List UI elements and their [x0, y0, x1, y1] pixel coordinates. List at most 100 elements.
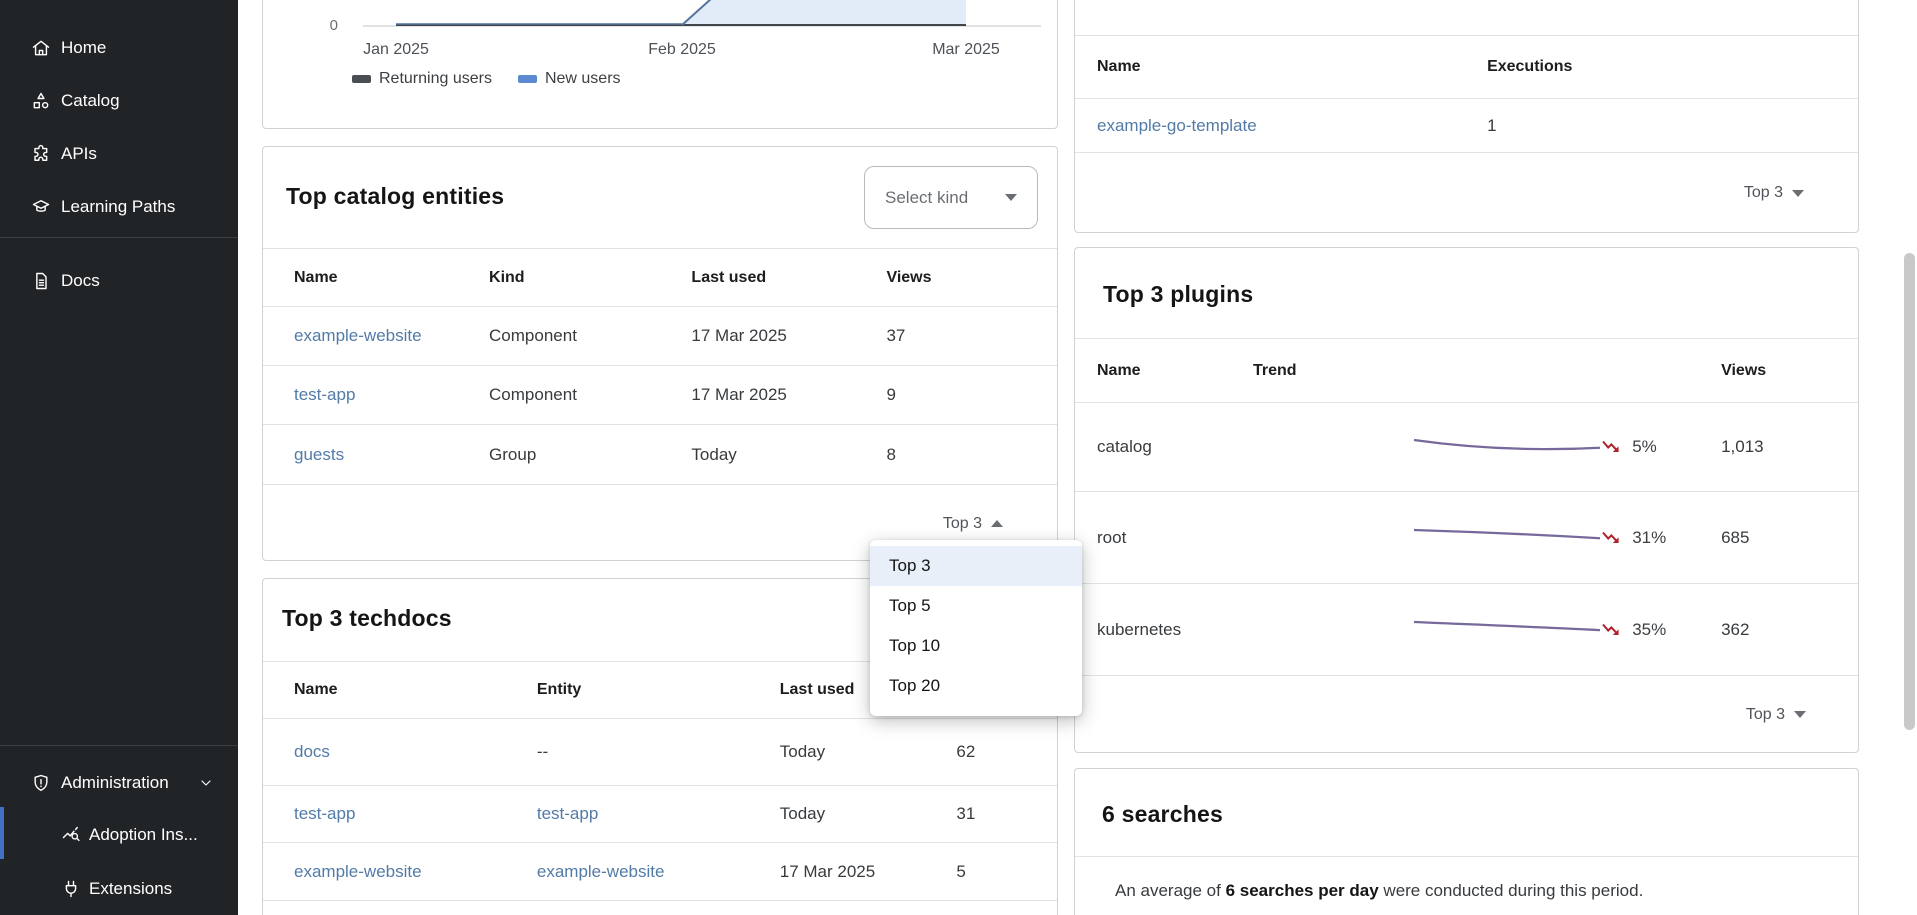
x-axis-label: Mar 2025 — [932, 41, 1000, 58]
caret-down-icon — [1794, 711, 1806, 718]
menu-item-top-5[interactable]: Top 5 — [889, 596, 931, 615]
table-row: example-website Component 17 Mar 2025 37 — [263, 307, 1057, 366]
sidebar-item-label: Adoption Ins... — [89, 825, 198, 844]
template-link[interactable]: example-go-template — [1097, 115, 1257, 135]
trending-down-icon — [1602, 623, 1619, 635]
table-header: Name Executions — [1075, 35, 1858, 99]
y-axis-tick: 0 — [329, 17, 338, 34]
sidebar-item-docs[interactable]: Docs — [0, 261, 238, 301]
entity-link[interactable]: test-app — [294, 385, 356, 404]
menu-item-top-10[interactable]: Top 10 — [889, 636, 941, 655]
entity-link[interactable]: example-website — [294, 326, 422, 345]
trending-down-icon — [1602, 440, 1619, 452]
searches-card: 6 searches An average of 6 searches per … — [1074, 768, 1859, 915]
home-icon — [31, 38, 51, 58]
sidebar-item-label: Learning Paths — [61, 197, 176, 216]
table-row: docs -- Today 62 — [263, 719, 1057, 786]
docs-icon — [31, 271, 51, 291]
select-kind-placeholder: Select kind — [885, 187, 969, 207]
table-row: example-website example-website 17 Mar 2… — [263, 843, 1057, 901]
table-row: guests Group Today 8 — [263, 425, 1057, 485]
trend-percent: 35% — [1632, 619, 1667, 639]
column-header-last-used: Last used — [691, 268, 767, 286]
sidebar-item-catalog[interactable]: Catalog — [0, 81, 238, 121]
column-header-trend: Trend — [1253, 361, 1297, 379]
column-header-last-used: Last used — [779, 681, 855, 698]
menu-item-top-3[interactable]: Top 3 — [870, 546, 1082, 586]
card-title: Top 3 plugins — [1103, 281, 1254, 307]
sidebar-item-label: Home — [61, 38, 107, 57]
apis-icon — [31, 144, 51, 164]
entity-link[interactable]: guests — [294, 444, 345, 464]
card-title: 6 searches — [1102, 801, 1223, 827]
administration-icon — [31, 773, 51, 793]
trend-percent: 5% — [1632, 437, 1657, 456]
select-kind-dropdown[interactable]: Select kind — [864, 166, 1038, 229]
caret-down-icon — [1792, 189, 1804, 197]
x-axis-label: Jan 2025 — [363, 41, 429, 58]
trending-down-icon — [1602, 531, 1619, 543]
column-header-name: Name — [294, 268, 338, 286]
sidebar-item-adoption-insights[interactable]: Adoption Ins... — [0, 815, 238, 855]
sidebar-item-apis[interactable]: APIs — [0, 134, 238, 174]
legend-swatch-returning — [352, 75, 371, 83]
x-axis-label: Feb 2025 — [648, 41, 716, 58]
views-value: 362 — [1721, 619, 1750, 639]
top-plugins-card: Top 3 plugins Name Trend Views catalog 5… — [1074, 247, 1859, 753]
entity-link[interactable]: example-website — [536, 861, 665, 881]
card-title: Top catalog entities — [286, 183, 505, 209]
active-item-indicator — [0, 807, 4, 859]
column-header-entity: Entity — [536, 681, 582, 698]
sidebar-divider — [0, 237, 238, 238]
sidebar-item-extensions[interactable]: Extensions — [0, 869, 238, 909]
table-header: Name Entity Last used — [263, 661, 1057, 719]
divider — [1075, 856, 1858, 857]
table-footer: Top 3 — [263, 485, 1057, 560]
top-templates-card: Top templates Name Executions example-go… — [1074, 0, 1859, 233]
top-catalog-entities-card: Top catalog entities Select kind Name Ki… — [262, 146, 1058, 561]
sidebar-item-learning-paths[interactable]: Learning Paths — [0, 187, 238, 227]
techdoc-link[interactable]: docs — [294, 742, 330, 761]
scrollbar-thumb[interactable] — [1904, 253, 1915, 730]
table-header: Name Trend Views — [1075, 338, 1858, 403]
legend-item-returning-users: Returning users — [352, 70, 492, 88]
table-row: test-app test-app Today 31 — [263, 786, 1057, 843]
legend-swatch-new — [517, 75, 537, 83]
top-n-selector[interactable]: Top 3 — [1746, 706, 1806, 724]
card-title: Top 3 techdocs — [282, 605, 452, 631]
techdoc-link[interactable]: test-app — [294, 804, 356, 823]
sidebar-item-administration[interactable]: Administration — [0, 763, 238, 803]
trend-sparkline — [1413, 620, 1601, 631]
views-value: 5 — [956, 861, 966, 881]
table-row: example-go-template 1 — [1075, 99, 1858, 153]
entity-link[interactable]: test-app — [536, 804, 599, 823]
executions-value: 1 — [1487, 115, 1497, 135]
sidebar-item-home[interactable]: Home — [0, 28, 238, 68]
legend-item-new-users: New users — [517, 70, 621, 88]
top-n-selector[interactable]: Top 3 — [1744, 184, 1804, 202]
column-header-executions: Executions — [1487, 58, 1573, 75]
menu-item-top-20[interactable]: Top 20 — [889, 676, 941, 695]
chevron-down-icon — [198, 775, 214, 791]
chart-legend: Returning users New users — [352, 70, 621, 88]
sidebar-item-label: Catalog — [61, 91, 120, 110]
sidebar: Home Catalog APIs Learning Paths D — [0, 0, 238, 915]
column-header-kind: Kind — [489, 268, 525, 286]
table-footer: Top 3 — [1075, 153, 1858, 232]
catalog-icon — [31, 91, 51, 111]
views-value: 685 — [1721, 527, 1750, 547]
sidebar-divider — [0, 745, 238, 746]
top-n-menu: Top 3 Top 5 Top 10 Top 20 — [870, 540, 1082, 716]
top-n-selector-open[interactable]: Top 3 — [943, 515, 1003, 533]
column-header-views: Views — [1721, 361, 1767, 379]
table-row: root 31% 685 — [1075, 492, 1858, 584]
sidebar-item-label: APIs — [61, 144, 97, 163]
sidebar-item-label: Administration — [61, 773, 169, 792]
table-row: test-app Component 17 Mar 2025 9 — [263, 366, 1057, 425]
table-row: catalog 5% 1,013 — [1075, 403, 1858, 492]
caret-up-icon — [991, 520, 1003, 527]
column-header-name: Name — [1097, 361, 1141, 379]
active-users-chart-card: 0 Jan 2025 Feb 2025 Mar 2025 Returning u… — [262, 0, 1058, 129]
techdoc-link[interactable]: example-website — [294, 861, 422, 881]
